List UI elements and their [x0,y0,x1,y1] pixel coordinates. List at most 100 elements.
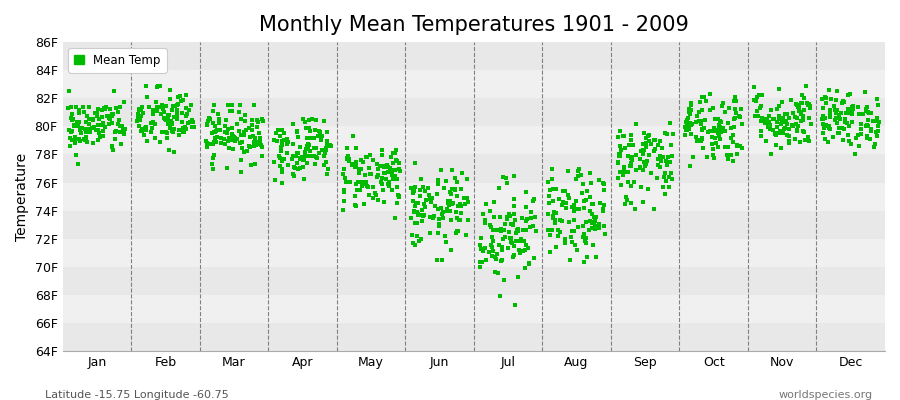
Point [869,129,884,135]
Point [510,226,525,232]
Point [274,148,288,154]
Point [87,124,102,130]
Point [703,106,717,113]
Point [286,173,301,179]
Point [248,137,262,143]
Point [841,132,855,138]
Point [747,97,761,104]
Point [289,150,303,156]
Point [317,153,331,159]
Point [562,219,577,226]
Point [854,126,868,132]
Point [565,239,580,246]
Point [482,222,497,228]
Point [302,117,316,124]
Point [774,118,788,125]
Point [212,116,227,122]
Point [842,110,856,116]
Point [697,94,711,100]
Point [445,201,459,208]
Point [507,202,521,209]
Point [410,209,424,216]
Point [655,154,670,160]
Legend: Mean Temp: Mean Temp [68,48,166,73]
Point [769,132,783,138]
Point [404,214,419,221]
Point [67,123,81,130]
Point [346,133,360,139]
Point [815,114,830,120]
Point [150,108,165,114]
Bar [62,295,885,323]
Point [170,116,184,122]
Point [639,144,653,151]
Point [377,164,392,171]
Point [105,144,120,150]
Point [589,218,603,225]
Point [705,141,719,148]
Point [159,129,174,135]
Point [301,141,315,148]
Point [655,184,670,190]
Point [105,111,120,117]
Point [512,246,526,253]
Point [558,238,572,244]
Point [711,115,725,122]
Point [237,128,251,135]
Point [417,201,431,208]
Point [228,138,242,144]
Point [727,124,742,130]
Point [352,166,366,173]
Point [292,156,307,162]
Point [431,206,446,212]
Point [576,233,590,240]
Point [728,106,742,112]
Point [276,137,291,143]
Point [689,134,704,140]
Point [707,128,722,134]
Point [275,127,290,134]
Point [118,126,132,132]
Point [162,112,176,118]
Point [432,221,446,227]
Point [753,103,768,110]
Point [360,154,374,160]
Point [247,143,261,149]
Point [355,183,369,190]
Point [356,180,370,187]
Point [205,161,220,168]
Point [301,135,315,141]
Point [243,144,257,151]
Point [542,200,556,206]
Point [336,207,350,213]
Point [707,135,722,141]
Point [796,117,810,123]
Point [724,134,738,141]
Point [302,142,316,148]
Point [836,136,850,143]
Point [210,134,224,140]
Point [663,142,678,148]
Point [688,119,703,125]
Point [659,158,673,164]
Point [552,227,566,233]
Point [158,116,172,122]
Point [72,138,86,145]
Point [391,192,405,198]
Point [140,138,154,144]
Point [652,164,667,170]
Point [275,168,290,175]
Point [596,208,610,214]
Point [151,82,166,89]
Point [390,157,404,164]
Point [385,172,400,178]
Point [420,185,435,191]
Point [174,98,188,105]
Point [664,152,679,159]
Point [340,155,355,161]
Point [379,163,393,170]
Point [816,105,831,112]
Point [291,134,305,140]
Point [695,126,709,132]
Point [584,210,598,217]
